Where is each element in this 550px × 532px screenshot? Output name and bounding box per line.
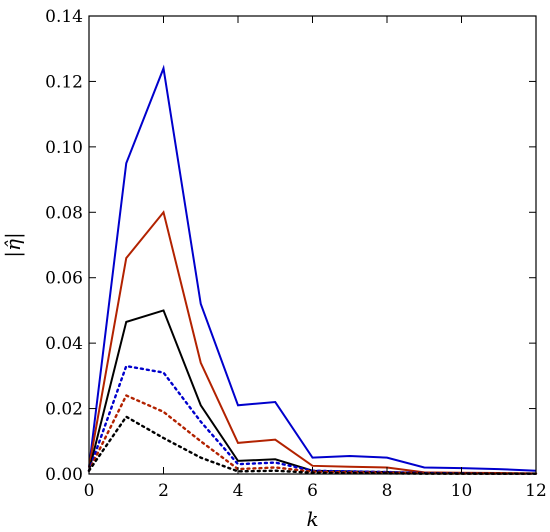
y-tick-label: 0.04 <box>45 334 83 354</box>
y-tick-label: 0.02 <box>45 400 83 420</box>
x-axis-label: k <box>306 507 318 531</box>
y-tick-label: 0.08 <box>45 203 83 223</box>
x-tick-label: 10 <box>451 481 473 501</box>
y-tick-label: 0.14 <box>45 7 83 27</box>
y-tick-label: 0.06 <box>45 269 83 289</box>
series-line-2-solid <box>88 210 537 475</box>
x-tick-label: 2 <box>158 481 169 501</box>
series-line-3-solid <box>88 309 536 475</box>
plot-frame <box>88 15 537 475</box>
y-tick-label: 0.00 <box>45 465 83 485</box>
series-layer <box>87 64 538 475</box>
y-axis-label: |η̂| <box>1 232 26 257</box>
x-tick-label: 12 <box>525 481 547 501</box>
series-line-1-solid <box>88 64 537 472</box>
x-tick-label: 6 <box>307 481 318 501</box>
y-tick-label: 0.12 <box>45 72 83 92</box>
x-tick-label: 4 <box>233 481 244 501</box>
x-tick-label: 8 <box>382 481 393 501</box>
series-line-5-dotted <box>87 393 538 475</box>
y-tick-label: 0.10 <box>45 138 83 158</box>
x-tick-label: 0 <box>84 481 95 501</box>
